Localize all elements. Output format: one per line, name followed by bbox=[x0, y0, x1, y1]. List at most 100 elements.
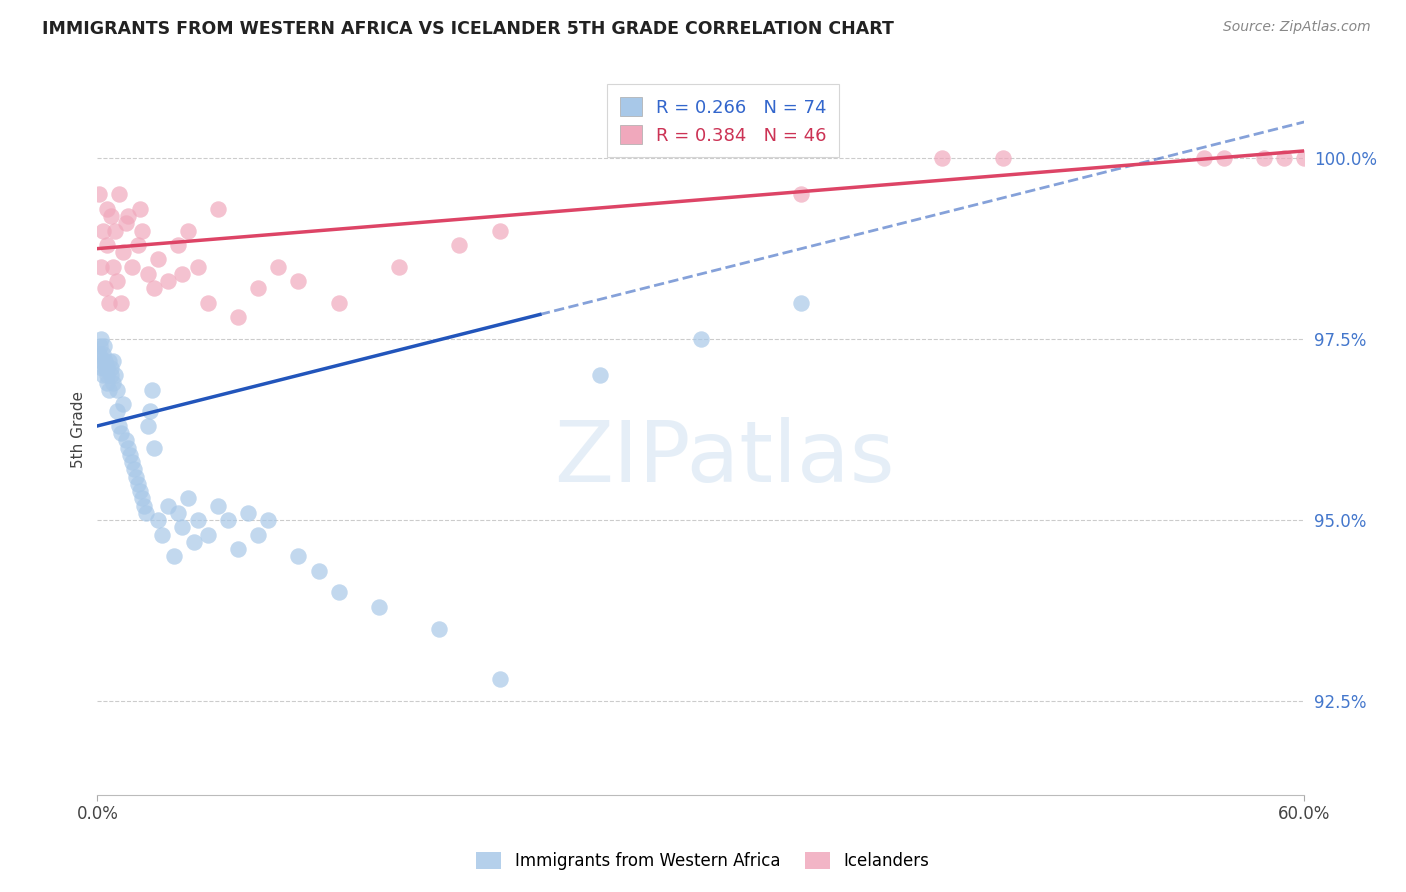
Text: ZIPatlas: ZIPatlas bbox=[554, 417, 896, 500]
Point bbox=[98, 383, 121, 397]
Point bbox=[108, 419, 131, 434]
Point bbox=[238, 506, 260, 520]
Point bbox=[96, 376, 118, 390]
Point bbox=[121, 455, 143, 469]
Point bbox=[93, 346, 115, 360]
Point bbox=[308, 564, 330, 578]
Point bbox=[112, 397, 135, 411]
Point bbox=[94, 353, 117, 368]
Point bbox=[93, 339, 115, 353]
Point bbox=[146, 252, 169, 267]
Point bbox=[197, 527, 219, 541]
Point bbox=[166, 238, 188, 252]
Point bbox=[104, 223, 127, 237]
Point bbox=[142, 281, 165, 295]
Point bbox=[931, 151, 953, 165]
Point bbox=[197, 296, 219, 310]
Point bbox=[207, 499, 229, 513]
Point bbox=[247, 527, 270, 541]
Point bbox=[117, 209, 139, 223]
Point bbox=[94, 281, 117, 295]
Text: Source: ZipAtlas.com: Source: ZipAtlas.com bbox=[1223, 20, 1371, 34]
Point bbox=[141, 383, 163, 397]
Point bbox=[146, 513, 169, 527]
Point bbox=[138, 404, 160, 418]
Point bbox=[589, 368, 612, 383]
Point bbox=[94, 361, 117, 376]
Point bbox=[103, 353, 125, 368]
Point bbox=[121, 260, 143, 274]
Point bbox=[287, 549, 309, 564]
Point bbox=[267, 260, 290, 274]
Point bbox=[90, 260, 112, 274]
Point bbox=[128, 202, 150, 216]
Point bbox=[98, 296, 121, 310]
Point bbox=[136, 267, 159, 281]
Point bbox=[131, 223, 153, 237]
Point bbox=[110, 296, 132, 310]
Point bbox=[100, 361, 122, 376]
Point bbox=[89, 346, 111, 360]
Point bbox=[136, 419, 159, 434]
Point bbox=[689, 332, 711, 346]
Point bbox=[183, 534, 205, 549]
Point bbox=[127, 476, 149, 491]
Point bbox=[89, 339, 111, 353]
Point bbox=[142, 441, 165, 455]
Point bbox=[287, 274, 309, 288]
Point bbox=[226, 541, 249, 556]
Text: IMMIGRANTS FROM WESTERN AFRICA VS ICELANDER 5TH GRADE CORRELATION CHART: IMMIGRANTS FROM WESTERN AFRICA VS ICELAN… bbox=[42, 20, 894, 37]
Point bbox=[108, 187, 131, 202]
Point bbox=[127, 238, 149, 252]
Point bbox=[96, 202, 118, 216]
Point bbox=[1294, 151, 1316, 165]
Point bbox=[217, 513, 239, 527]
Point bbox=[991, 151, 1014, 165]
Point bbox=[207, 202, 229, 216]
Point bbox=[156, 499, 179, 513]
Point bbox=[790, 296, 813, 310]
Point bbox=[187, 260, 209, 274]
Point bbox=[328, 585, 350, 599]
Point bbox=[96, 238, 118, 252]
Point bbox=[117, 441, 139, 455]
Point bbox=[103, 376, 125, 390]
Point bbox=[114, 434, 136, 448]
Point bbox=[93, 368, 115, 383]
Legend: R = 0.266   N = 74, R = 0.384   N = 46: R = 0.266 N = 74, R = 0.384 N = 46 bbox=[607, 84, 839, 157]
Point bbox=[449, 238, 471, 252]
Point bbox=[1192, 151, 1215, 165]
Point bbox=[107, 404, 129, 418]
Point bbox=[104, 368, 127, 383]
Point bbox=[112, 245, 135, 260]
Point bbox=[98, 353, 121, 368]
Point bbox=[247, 281, 270, 295]
Point bbox=[96, 361, 118, 376]
Point bbox=[328, 296, 350, 310]
Point bbox=[100, 368, 122, 383]
Point bbox=[110, 426, 132, 441]
Point bbox=[170, 267, 193, 281]
Point bbox=[177, 491, 200, 506]
Point bbox=[103, 260, 125, 274]
Point bbox=[427, 622, 450, 636]
Point bbox=[163, 549, 186, 564]
Point bbox=[89, 187, 111, 202]
Point bbox=[488, 673, 510, 687]
Point bbox=[91, 361, 114, 376]
Point bbox=[122, 462, 145, 476]
Point bbox=[226, 310, 249, 325]
Point bbox=[90, 353, 112, 368]
Point bbox=[96, 368, 118, 383]
Point bbox=[187, 513, 209, 527]
Point bbox=[368, 599, 391, 614]
Y-axis label: 5th Grade: 5th Grade bbox=[72, 391, 86, 468]
Point bbox=[150, 527, 173, 541]
Point bbox=[118, 448, 141, 462]
Point bbox=[93, 223, 115, 237]
Point bbox=[107, 383, 129, 397]
Point bbox=[1212, 151, 1234, 165]
Point bbox=[124, 469, 146, 483]
Point bbox=[156, 274, 179, 288]
Point bbox=[135, 506, 157, 520]
